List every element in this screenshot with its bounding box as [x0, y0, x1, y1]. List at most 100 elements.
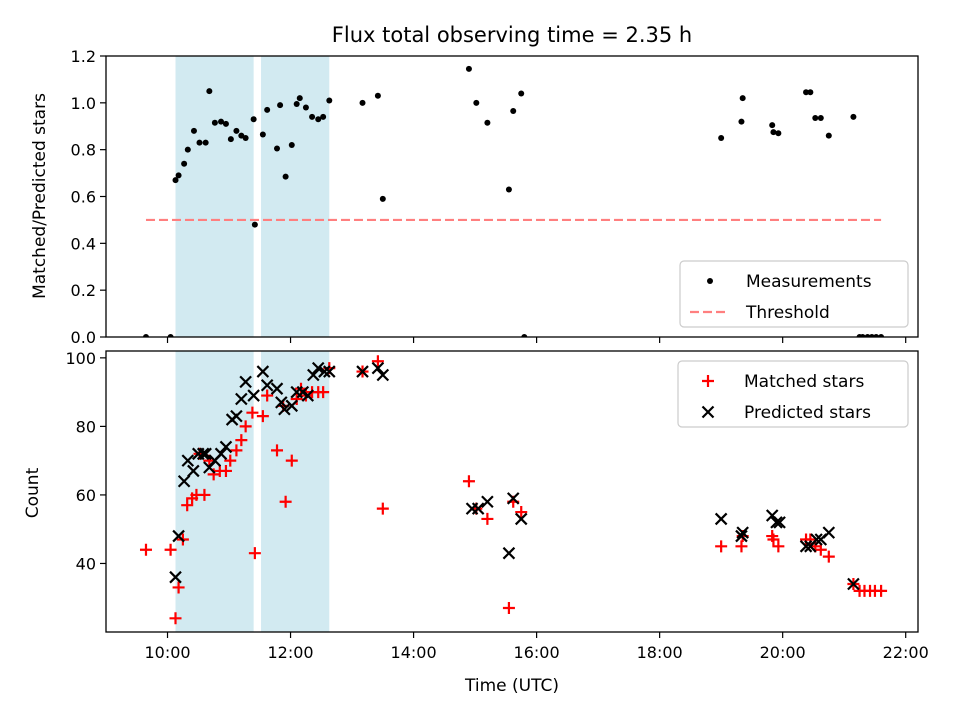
predicted-star-point [177, 474, 191, 488]
measurement-point [315, 116, 322, 123]
measurement-point [259, 131, 266, 138]
measurement-point [242, 134, 249, 141]
measurement-point [274, 145, 281, 152]
matched-star-point [239, 420, 252, 433]
predicted-star-point [239, 375, 252, 389]
legend-label: Predicted stars [744, 403, 871, 423]
matched-star-point [181, 499, 194, 512]
measurement-point [825, 132, 832, 139]
matched-star-point [246, 406, 259, 419]
matched-star-point [515, 506, 528, 519]
legend-box [677, 360, 909, 428]
data-layer [142, 65, 885, 337]
predicted-star-point [278, 402, 291, 416]
measurement-point [175, 172, 182, 179]
measurement-point [770, 129, 777, 136]
y-tick-label: 0.2 [71, 281, 96, 300]
predicted-star-point [773, 516, 786, 529]
measurement-point [190, 127, 197, 134]
matched-star-point [230, 444, 243, 457]
shaded-span [175, 56, 254, 337]
predicted-star-point [196, 447, 210, 461]
predicted-star-point [247, 389, 260, 402]
predicted-star-point [270, 382, 284, 395]
predicted-star-point [810, 533, 823, 546]
predicted-star-point [307, 368, 320, 382]
y-tick-label: 0.6 [71, 188, 96, 207]
y-tick-label: 100 [65, 349, 96, 368]
legend-box [679, 260, 909, 328]
y-tick-label: 60 [76, 486, 96, 505]
bottom-y-axis-label: Count [23, 467, 43, 518]
measurement-point [812, 115, 819, 122]
predicted-star-point [169, 570, 182, 584]
measurement-point [277, 102, 284, 109]
measurement-point [505, 186, 512, 193]
measurement-point [282, 173, 289, 180]
predicted-star-point [235, 392, 248, 406]
predicted-star-point [311, 361, 325, 375]
predicted-star-point [770, 516, 783, 529]
top-panel: 0.0 0.2 0.4 0.6 0.8 1.0 1.2 Measurements Thresho… [71, 47, 919, 347]
predicted-star-point [847, 577, 860, 591]
legend-label: Matched stars [744, 372, 864, 392]
measurement-point [326, 97, 333, 104]
predicted-star-point [181, 454, 195, 467]
matched-star-point [814, 543, 827, 556]
axes-frame [105, 350, 919, 633]
matched-star-point [164, 543, 177, 556]
predicted-star-point [318, 365, 331, 378]
measurement-point [803, 89, 810, 96]
predicted-star-point [799, 540, 813, 553]
measurement-point [211, 119, 218, 126]
measurement-point [473, 99, 480, 106]
matched-star-point [772, 540, 785, 553]
matched-star-point [271, 444, 284, 457]
x-tick-label: 12:00 [267, 643, 313, 662]
legend-label: Threshold [745, 303, 830, 323]
matched-star-point [462, 475, 475, 488]
matched-star-point [139, 543, 152, 556]
measurement-point [379, 195, 386, 202]
predicted-star-point [736, 526, 749, 539]
measurement-point [510, 108, 517, 115]
measurement-point [775, 130, 782, 137]
predicted-star-point [471, 502, 485, 515]
predicted-star-point [481, 495, 494, 509]
measurement-point [807, 89, 814, 96]
matched-star-point [290, 392, 303, 405]
measurement-point [309, 113, 316, 120]
measurement-point [264, 106, 271, 113]
predicted-star-point [275, 396, 288, 409]
y-tick-label: 1.0 [71, 94, 96, 113]
y-tick-label: 80 [76, 417, 96, 436]
top-y-axis-label: Matched/Predicted stars [30, 93, 50, 299]
legend-matched-marker [702, 375, 714, 387]
matched-star-point [875, 584, 888, 597]
matched-star-point [169, 612, 182, 625]
measurement-point [184, 146, 191, 153]
measurement-point [167, 334, 174, 337]
matched-star-point [715, 540, 728, 553]
shaded-span [261, 56, 330, 337]
measurement-point [518, 90, 525, 97]
predicted-star-point [199, 447, 212, 461]
predicted-star-point [356, 365, 369, 378]
measurement-point [817, 115, 824, 122]
matched-star-point [376, 502, 389, 515]
chart-title: Flux total observing time = 2.35 h [332, 23, 692, 47]
predicted-star-point [187, 464, 200, 478]
x-tick-label: 14:00 [391, 643, 437, 662]
measurement-point [465, 65, 472, 72]
x-tick-label: 16:00 [514, 643, 560, 662]
matched-star-point [502, 602, 515, 615]
y-tick-label: 1.2 [71, 47, 96, 66]
measurement-point [227, 136, 234, 143]
predicted-star-point [376, 368, 390, 382]
measurement-point [769, 122, 776, 129]
predicted-star-point [735, 529, 748, 543]
matched-star-point [261, 389, 274, 402]
measurement-point [374, 92, 381, 99]
x-tick-label: 10:00 [144, 643, 190, 662]
y-tick-label: 0.4 [71, 234, 96, 253]
